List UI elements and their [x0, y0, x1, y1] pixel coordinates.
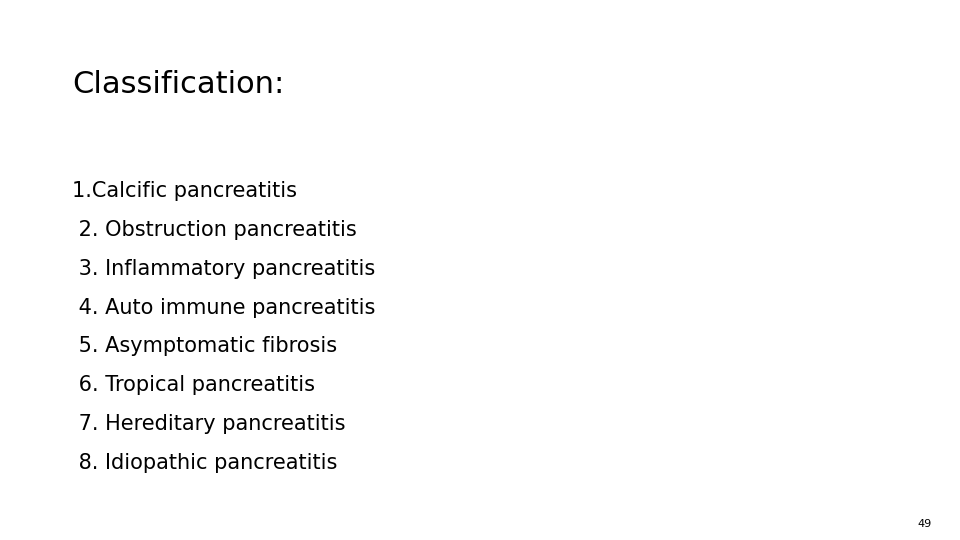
Text: 1.Calcific pancreatitis: 1.Calcific pancreatitis [72, 181, 297, 201]
Text: 8. Idiopathic pancreatitis: 8. Idiopathic pancreatitis [72, 453, 337, 473]
Text: 3. Inflammatory pancreatitis: 3. Inflammatory pancreatitis [72, 259, 375, 279]
Text: 49: 49 [917, 519, 931, 529]
Text: 6. Tropical pancreatitis: 6. Tropical pancreatitis [72, 375, 315, 395]
Text: 4. Auto immune pancreatitis: 4. Auto immune pancreatitis [72, 298, 375, 318]
Text: 5. Asymptomatic fibrosis: 5. Asymptomatic fibrosis [72, 336, 337, 356]
Text: 2. Obstruction pancreatitis: 2. Obstruction pancreatitis [72, 220, 357, 240]
Text: Classification:: Classification: [72, 70, 284, 99]
Text: 7. Hereditary pancreatitis: 7. Hereditary pancreatitis [72, 414, 346, 434]
